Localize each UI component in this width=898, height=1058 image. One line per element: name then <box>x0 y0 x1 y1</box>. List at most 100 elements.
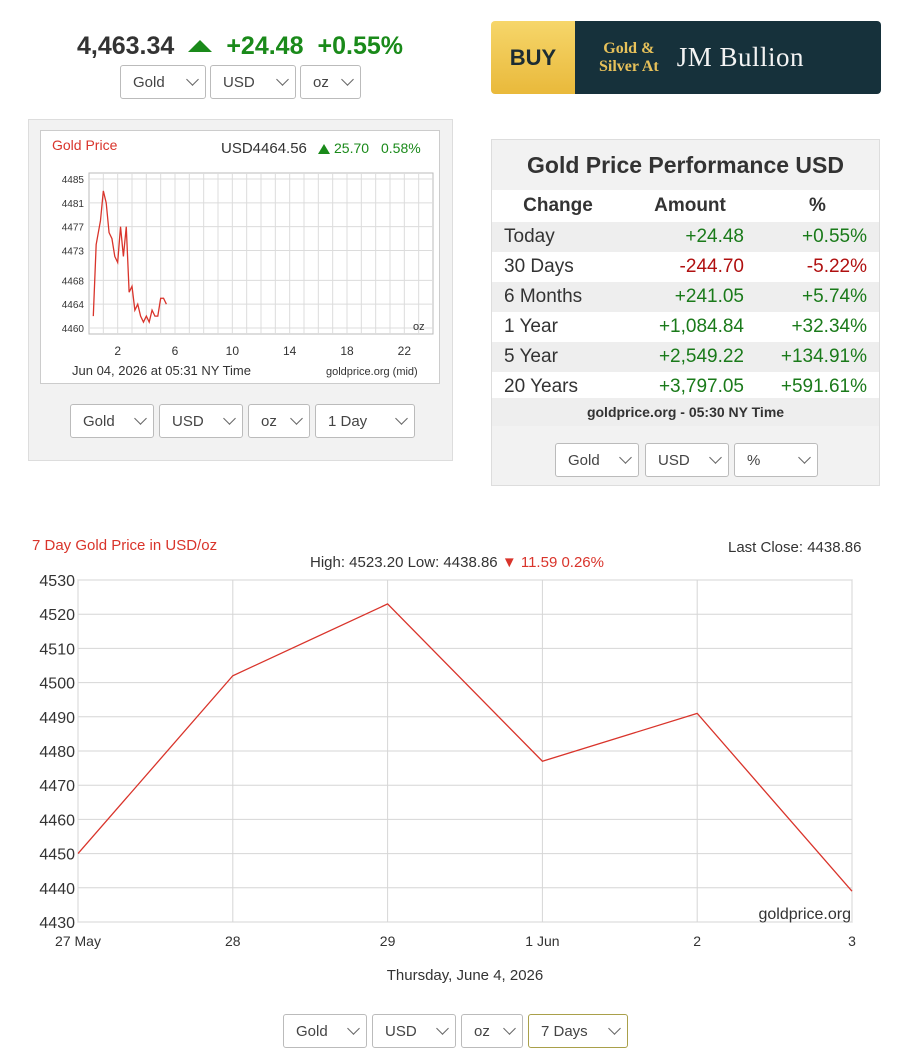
row-label: Today <box>492 222 624 252</box>
price-change: +24.48 <box>226 31 304 60</box>
buy-label: BUY <box>491 21 575 94</box>
y-tick-label: 4490 <box>39 710 75 727</box>
week-chart-source: goldprice.org <box>759 906 852 923</box>
day-chart-percent: 0.58% <box>381 140 421 156</box>
x-tick-label: 14 <box>283 344 297 358</box>
x-tick-label: 6 <box>172 344 179 358</box>
y-tick-label: 4520 <box>39 607 75 624</box>
row-amount: +3,797.05 <box>624 372 756 402</box>
chevron-down-icon <box>134 412 147 425</box>
day-chart-box: Gold Price USD4464.56 25.70 0.58% 4460 44… <box>40 130 440 384</box>
chevron-down-icon <box>608 1022 621 1035</box>
row-percent: +134.91% <box>756 342 879 372</box>
col-percent: % <box>756 190 879 222</box>
y-tick-label: 4480 <box>39 744 75 761</box>
day-chart: Gold Price USD4464.56 25.70 0.58% 4460 44… <box>52 137 434 378</box>
col-change: Change <box>492 190 624 222</box>
performance-title: Gold Price Performance USD <box>492 140 879 190</box>
week-change: 11.59 0.26% <box>520 554 604 571</box>
high-low-text: High: 4523.20 Low: 4438.86 <box>310 554 498 571</box>
row-percent: +0.55% <box>756 222 879 252</box>
chevron-down-icon <box>798 451 811 464</box>
performance-footer: goldprice.org - 05:30 NY Time <box>492 398 879 426</box>
table-row: 5 Year +2,549.22 +134.91% <box>492 342 879 372</box>
day-price-line <box>92 190 167 325</box>
performance-table: Change Amount % Today +24.48 +0.55% 30 Days… <box>492 190 879 402</box>
week-range-select[interactable]: 7 Days <box>528 1014 628 1048</box>
chevron-down-icon <box>436 1022 449 1035</box>
chevron-down-icon <box>619 451 632 464</box>
row-label: 5 Year <box>492 342 624 372</box>
col-amount: Amount <box>624 190 756 222</box>
y-tick-label: 4460 <box>39 812 75 829</box>
y-tick-label: 4481 <box>62 199 85 210</box>
row-amount: +1,084.84 <box>624 312 756 342</box>
day-chart-change: 25.70 <box>334 140 369 156</box>
y-tick-label: 4530 <box>39 573 75 590</box>
perf-currency-select[interactable]: USD <box>645 443 729 477</box>
chevron-down-icon <box>341 73 354 86</box>
day-currency-select[interactable]: USD <box>159 404 243 438</box>
high-low: High: 4523.20 Low: 4438.86 ▼ 11.59 0.26% <box>310 554 604 571</box>
x-tick-label: 2 <box>693 933 701 949</box>
triangle-down-icon: ▼ <box>501 554 517 571</box>
row-percent: +5.74% <box>756 282 879 312</box>
day-chart-source: goldprice.org (mid) <box>326 366 418 378</box>
y-tick-label: 4510 <box>39 641 75 658</box>
x-tick-label: 3 <box>848 933 856 949</box>
y-tick-label: 4450 <box>39 847 75 864</box>
y-tick-label: 4460 <box>62 324 85 335</box>
spot-price: 4,463.34 <box>77 31 175 60</box>
week-price-line <box>77 603 853 892</box>
row-amount: +2,549.22 <box>624 342 756 372</box>
x-tick-label: 28 <box>225 933 241 949</box>
row-percent: +32.34% <box>756 312 879 342</box>
y-tick-label: 4470 <box>39 778 75 795</box>
y-tick-label: 4500 <box>39 676 75 693</box>
day-chart-title: Gold Price <box>52 137 118 153</box>
chevron-down-icon <box>503 1022 516 1035</box>
unit-select[interactable]: oz <box>300 65 361 99</box>
perf-metal-select[interactable]: Gold <box>555 443 639 477</box>
perf-mode-select[interactable]: % <box>734 443 818 477</box>
last-close: Last Close: 4438.86 <box>728 539 862 556</box>
day-metal-select[interactable]: Gold <box>70 404 154 438</box>
y-tick-label: 4468 <box>62 276 85 287</box>
week-unit-select[interactable]: oz <box>461 1014 523 1048</box>
jm-bullion-banner[interactable]: BUY Gold & Silver At JM Bullion <box>491 21 881 94</box>
row-percent: -5.22% <box>756 252 879 282</box>
chevron-down-icon <box>186 73 199 86</box>
row-label: 1 Year <box>492 312 624 342</box>
y-tick-label: 4477 <box>62 223 85 234</box>
x-tick-label: 22 <box>398 344 412 358</box>
chevron-down-icon <box>276 73 289 86</box>
chevron-down-icon <box>290 412 303 425</box>
y-tick-label: 4440 <box>39 881 75 898</box>
day-chart-time: Jun 04, 2026 at 05:31 NY Time <box>72 363 251 378</box>
row-label: 30 Days <box>492 252 624 282</box>
x-tick-label: 1 Jun <box>525 933 559 949</box>
y-tick-label: 4473 <box>62 247 85 258</box>
chevron-down-icon <box>347 1022 360 1035</box>
triangle-up-icon <box>188 40 213 52</box>
day-range-select[interactable]: 1 Day <box>315 404 415 438</box>
week-metal-select[interactable]: Gold <box>283 1014 367 1048</box>
table-row: 20 Years +3,797.05 +591.61% <box>492 372 879 402</box>
week-chart-date: Thursday, June 4, 2026 <box>386 967 544 984</box>
day-chart-quote: USD4464.56 <box>221 140 307 157</box>
banner-brand: JM Bullion <box>676 42 804 72</box>
day-unit-select[interactable]: oz <box>248 404 310 438</box>
row-amount: -244.70 <box>624 252 756 282</box>
x-tick-label: 10 <box>226 344 240 358</box>
y-tick-label: 4485 <box>62 175 85 186</box>
x-tick-label: 29 <box>380 933 396 949</box>
week-currency-select[interactable]: USD <box>372 1014 456 1048</box>
row-label: 6 Months <box>492 282 624 312</box>
row-amount: +241.05 <box>624 282 756 312</box>
x-tick-label: 2 <box>114 344 121 358</box>
y-tick-label: 4430 <box>39 915 75 932</box>
metal-select[interactable]: Gold <box>120 65 206 99</box>
chevron-down-icon <box>709 451 722 464</box>
currency-select[interactable]: USD <box>210 65 296 99</box>
row-amount: +24.48 <box>624 222 756 252</box>
